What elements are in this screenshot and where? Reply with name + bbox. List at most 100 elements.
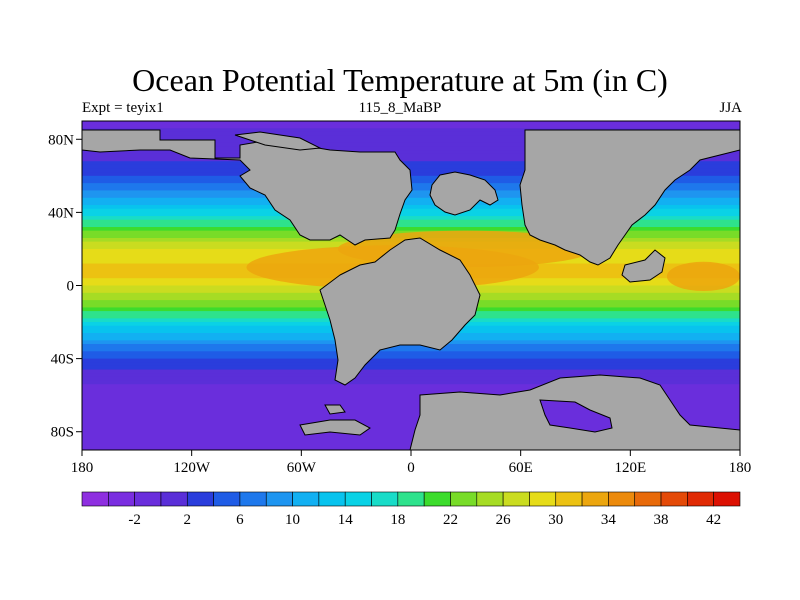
colorbar-swatch [713,491,741,507]
temperature-band [82,343,740,349]
season-label: JJA [719,100,742,116]
temperature-band [82,128,740,133]
colorbar-label: 22 [443,512,458,528]
colorbar-swatch [344,491,372,507]
temperature-band [82,369,740,374]
temperature-band [82,376,740,382]
x-tick-label: 120E [614,460,646,476]
land-asia-peninsula [621,249,666,283]
temperature-band [82,150,740,155]
temperature-band [82,365,740,371]
temperature-band [82,205,740,210]
temperature-band [82,212,740,217]
temperature-band [82,420,740,426]
map-axes: 180 120W 60W 0 60E 120E 180 80N 40N 0 40S 80S [48,132,751,476]
colorbar-label: 26 [496,512,512,528]
x-tick-label: 60E [509,460,533,476]
land-islands [299,404,371,436]
x-tick-label: 0 [407,460,415,476]
colorbar-swatch [555,491,583,507]
temperature-band [82,194,740,199]
colorbar-swatch [134,491,162,507]
colorbar-swatch [292,491,320,507]
colorbar-label: 34 [601,512,617,528]
temperature-band [82,417,740,422]
land-europe [429,171,499,216]
map-plot-area [82,121,740,450]
temperature-band [82,121,740,126]
temperature-band [82,362,740,367]
colorbar-swatch [265,491,293,507]
colorbar-label: 6 [236,512,244,528]
temperature-band [82,131,740,137]
y-tick-label: 40N [48,205,74,221]
colorbar-label: -2 [128,512,141,528]
land-north-america [82,129,413,246]
y-tick-label: 0 [67,279,75,295]
temperature-band [82,384,740,389]
colorbar-swatch [634,491,662,507]
colorbar-swatch [160,491,188,507]
land-arctic-strip [234,131,322,151]
temperature-band [82,201,740,206]
temperature-band [82,157,740,162]
temperature-band [82,373,740,378]
temperature-band [82,142,740,148]
temperature-band [82,161,740,166]
colorbar-swatch [608,491,636,507]
y-tick-label: 40S [51,352,74,368]
colorbar-swatch [371,491,399,507]
temperature-band [82,428,740,433]
temperature-band [82,413,740,418]
temperature-band [82,168,740,173]
colorbar-swatch [581,491,609,507]
temperature-band [82,398,740,404]
temperature-band [82,387,740,393]
colorbar-swatch [318,491,346,507]
colorbar-swatch [687,491,714,507]
temperature-band [82,139,740,144]
colorbar-label: 14 [338,512,354,528]
colorbar-swatch [108,491,135,507]
colorbar-swatch [529,491,557,507]
colorbar: -2 2 6 10 14 18 22 26 30 34 38 42 [81,491,741,528]
temperature-band [82,219,740,224]
x-tick-label: 60W [287,460,317,476]
x-tick-label: 180 [71,460,94,476]
y-tick-label: 80S [51,425,74,441]
colorbar-label: 42 [706,512,721,528]
temperature-band [82,354,740,360]
temperature-band [82,358,740,363]
colorbar-label: 30 [548,512,563,528]
temperature-band [82,197,740,203]
temperature-band [82,395,740,400]
temperature-band [82,391,740,396]
temperature-band [82,227,740,232]
temperature-band [82,409,740,415]
land-masses [82,129,740,450]
period-label: 115_8_MaBP [358,100,442,116]
colorbar-swatch [81,491,109,507]
temperature-band [82,380,740,385]
land-greenland-eurasia [519,129,740,266]
colorbar-label: 2 [184,512,192,528]
warm-pool-patch [666,261,740,291]
temperature-band [82,135,740,140]
colorbar-swatch [450,491,478,507]
colorbar-swatch [502,491,530,507]
temperature-band [82,153,740,159]
colorbar-label: 18 [390,512,405,528]
temperature-band [82,406,740,411]
temperature-band [82,172,740,177]
temperature-band [82,431,740,436]
land-africa-south-america [319,237,481,386]
y-tick-label: 80N [48,132,74,148]
temperature-band [82,208,740,213]
temperature-band [82,424,740,429]
temperature-band [82,164,740,170]
experiment-label: Expt = teyix1 [82,100,164,116]
temperature-band [82,216,740,221]
temperature-band [82,402,740,407]
chart-title: Ocean Potential Temperature at 5m (in C) [132,62,668,98]
